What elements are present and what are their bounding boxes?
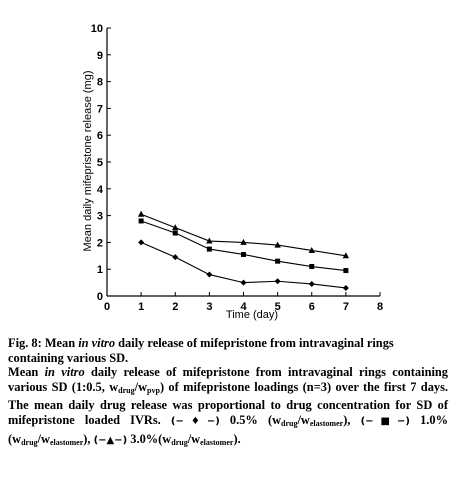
data-point-diamond: [308, 280, 315, 287]
data-point-triangle: [206, 237, 213, 244]
data-point-square: [172, 230, 178, 236]
y-tick-label: 1: [97, 264, 103, 276]
y-tick-label: 9: [97, 50, 103, 62]
x-tick-label: 7: [343, 301, 349, 313]
subscript: pvp: [147, 385, 160, 395]
caption-desc-part: daily release of mifepristone from intra…: [8, 365, 448, 394]
subscript: elastomer: [309, 418, 344, 428]
caption-desc-part: /w: [187, 431, 201, 446]
x-tick-label: 2: [172, 301, 178, 313]
caption-desc-italic: in vitro: [44, 365, 85, 380]
chart: 0 1 2 3 4 5 6 7 8 9 10 0 1 2 3 4 5 6 7 8 Time (day) Mean da…: [82, 23, 383, 321]
ticks: 0 1 2 3 4 5 6 7 8 9 10 0 1 2 3 4 5 6 7 8: [91, 23, 383, 313]
data-point-triangle: [172, 224, 179, 231]
y-tick-label: 3: [97, 211, 103, 223]
x-axis-label: Time (day): [226, 309, 278, 321]
legend-marker-triangle: (−▲−): [93, 434, 128, 446]
data-point-diamond: [240, 279, 247, 286]
data-point-square: [138, 218, 144, 224]
data-point-diamond: [138, 239, 145, 246]
data-point-square: [241, 251, 246, 257]
data-point-diamond: [172, 254, 179, 261]
caption-desc-part: Mean: [8, 365, 45, 380]
data-point-triangle: [240, 238, 247, 245]
series-line-triangle: [140, 213, 346, 257]
subscript: drug: [171, 437, 188, 447]
caption-desc-part: ) of mifepristone loadings (n=3) over th…: [8, 379, 449, 427]
y-axis-label: Mean daily mifepristone release (mg): [82, 71, 94, 252]
subscript: drug: [281, 418, 298, 428]
legend-text: 3.0%(w: [127, 431, 172, 446]
data-point-square: [275, 258, 281, 264]
y-tick-label: 8: [97, 77, 103, 89]
caption-title-part: Mean: [41, 336, 79, 350]
series-square: [138, 218, 349, 274]
data-point-square: [343, 268, 349, 274]
figure-label: Fig. 8:: [8, 336, 42, 350]
legend-text: 0.5% (w: [219, 412, 282, 427]
subscript: elastomer: [49, 437, 84, 447]
legend-marker-diamond: (−♦−): [170, 415, 220, 427]
series-group: [137, 210, 350, 291]
caption-title-italic: in vitro: [78, 336, 116, 350]
series-diamond: [138, 239, 349, 291]
x-tick-label: 0: [104, 301, 110, 313]
x-tick-label: 3: [206, 301, 212, 313]
data-point-triangle: [308, 246, 315, 253]
data-point-triangle: [137, 210, 145, 217]
caption-description: Mean in vitro daily release of mifeprist…: [8, 365, 448, 450]
subscript: drug: [21, 437, 38, 447]
data-point-square: [206, 246, 212, 252]
series-triangle: [137, 210, 350, 259]
legend-text: 1.0% (w: [8, 412, 448, 446]
x-tick-label: 4: [240, 301, 247, 313]
figure-caption: Fig. 8: Mean in vitro daily release of m…: [8, 336, 448, 450]
x-tick-label: 6: [309, 301, 315, 313]
data-point-diamond: [274, 278, 281, 285]
y-tick-label: 4: [97, 184, 104, 196]
x-tick-label: 5: [275, 301, 281, 313]
caption-desc-part: /w: [134, 379, 148, 394]
y-tick-label: 10: [91, 23, 103, 35]
x-tick-label: 8: [377, 301, 383, 313]
x-tick-label: 1: [138, 301, 144, 313]
caption-desc-part: /w: [297, 412, 310, 427]
data-point-triangle: [342, 252, 350, 259]
caption-desc-part: ),: [83, 431, 94, 446]
series-line-square: [140, 220, 346, 272]
caption-title-part: daily release of mifepristone from intra…: [8, 336, 394, 365]
caption-desc-part: ).: [233, 431, 241, 446]
y-tick-label: 0: [97, 291, 103, 303]
y-tick-label: 5: [97, 157, 103, 169]
y-tick-label: 7: [97, 103, 103, 115]
data-point-diamond: [206, 271, 213, 278]
y-tick-label: 6: [97, 130, 103, 142]
y-tick-label: 2: [97, 237, 103, 249]
data-point-triangle: [274, 241, 281, 248]
caption-desc-part: ),: [343, 412, 361, 427]
caption-desc-part: /w: [37, 431, 50, 446]
legend-marker-square: (−■−): [360, 415, 410, 427]
caption-title: Fig. 8: Mean in vitro daily release of m…: [8, 336, 448, 365]
subscript: drug: [118, 385, 135, 395]
data-point-square: [309, 264, 315, 270]
subscript: elastomer: [200, 437, 234, 447]
data-point-diamond: [342, 284, 349, 291]
